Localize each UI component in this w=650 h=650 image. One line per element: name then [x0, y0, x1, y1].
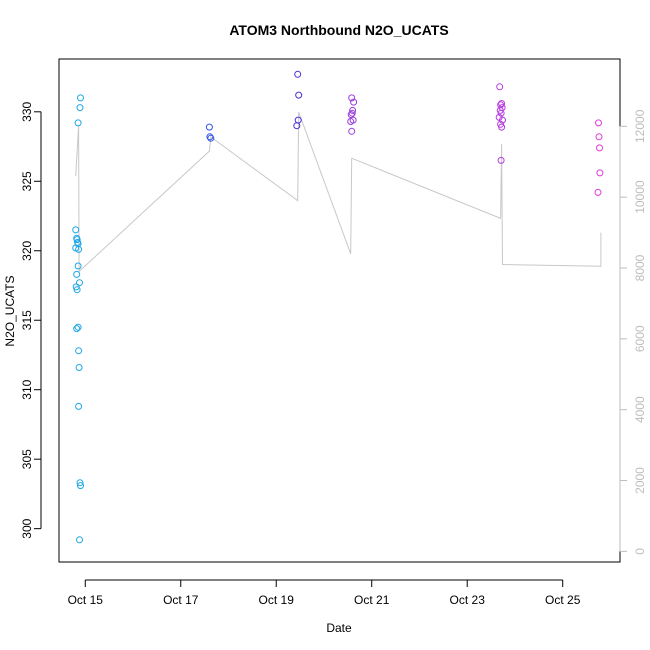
- data-point: [72, 226, 80, 234]
- data-point: [497, 156, 505, 164]
- y-tick-label-right: 2000: [633, 467, 647, 494]
- data-point: [74, 262, 82, 270]
- x-tick-label: Oct 23: [450, 593, 486, 607]
- y-tick-label: 330: [20, 101, 34, 121]
- data-point: [347, 118, 355, 125]
- y-axis-label: N2O_UCATS: [3, 275, 17, 346]
- data-point: [75, 402, 83, 410]
- data-point: [348, 109, 356, 117]
- x-axis: Oct 15 Oct 17 Oct 19 Oct 21 Oct 23 Oct 25: [68, 579, 581, 607]
- data-point: [595, 133, 603, 141]
- y-tick-label-right: 4000: [633, 396, 647, 423]
- data-point: [73, 286, 81, 294]
- data-point: [496, 83, 504, 91]
- x-tick-label: Oct 21: [354, 593, 390, 607]
- y-tick-label: 300: [20, 518, 34, 538]
- data-point: [77, 94, 84, 102]
- y-tick-label: 315: [20, 310, 34, 330]
- x-tick-label: Oct 19: [259, 593, 295, 607]
- y-axis-right: 0 2000 4000 6000 8000 10000 12000: [619, 109, 647, 555]
- data-point: [596, 144, 603, 152]
- data-point: [74, 119, 82, 127]
- y-tick-label-right: 8000: [633, 254, 647, 281]
- y-tick-label: 310: [20, 379, 34, 399]
- data-point: [207, 134, 215, 142]
- data-point: [77, 482, 84, 490]
- x-axis-label: Date: [326, 621, 352, 635]
- data-point: [595, 119, 602, 127]
- data-point: [205, 123, 213, 131]
- data-point: [348, 94, 356, 102]
- altitude-layer: [75, 111, 602, 273]
- data-point: [76, 279, 83, 287]
- x-tick-label: Oct 15: [68, 593, 104, 607]
- data-point: [76, 479, 84, 487]
- data-point: [349, 106, 357, 114]
- data-point: [206, 133, 214, 141]
- y-tick-label: 325: [20, 171, 34, 191]
- data-point: [294, 116, 302, 124]
- data-point: [497, 109, 505, 117]
- data-point: [594, 188, 602, 196]
- data-point: [498, 123, 506, 131]
- data-point: [294, 70, 302, 78]
- data-point: [73, 270, 81, 278]
- data-point: [74, 323, 82, 331]
- data-point: [75, 364, 83, 371]
- data-point: [348, 127, 356, 135]
- data-point: [75, 245, 83, 253]
- y-tick-label-right: 6000: [633, 325, 647, 352]
- x-tick-label: Oct 17: [163, 593, 199, 607]
- data-point: [596, 169, 604, 177]
- y-tick-label: 320: [20, 240, 34, 260]
- y-tick-label-right: 0: [633, 548, 647, 555]
- data-point: [73, 325, 81, 333]
- data-point: [350, 98, 358, 106]
- y-axis: 300 305 310 315 320 325 330: [20, 101, 42, 539]
- data-point: [295, 91, 303, 99]
- y-tick-label-right: 10000: [633, 180, 647, 214]
- points-layer: [72, 70, 604, 544]
- x-tick-label: Oct 25: [545, 593, 581, 607]
- y-tick-label-right: 12000: [633, 109, 647, 143]
- data-point: [498, 100, 506, 107]
- data-point: [499, 116, 506, 124]
- y-tick-label: 305: [20, 449, 34, 469]
- data-point: [76, 104, 84, 112]
- chart-title: ATOM3 Northbound N2O_UCATS: [229, 22, 448, 38]
- data-point: [73, 236, 81, 244]
- data-point: [76, 536, 83, 544]
- altitude-line: [75, 111, 602, 273]
- data-point: [75, 347, 83, 355]
- data-point: [72, 283, 80, 291]
